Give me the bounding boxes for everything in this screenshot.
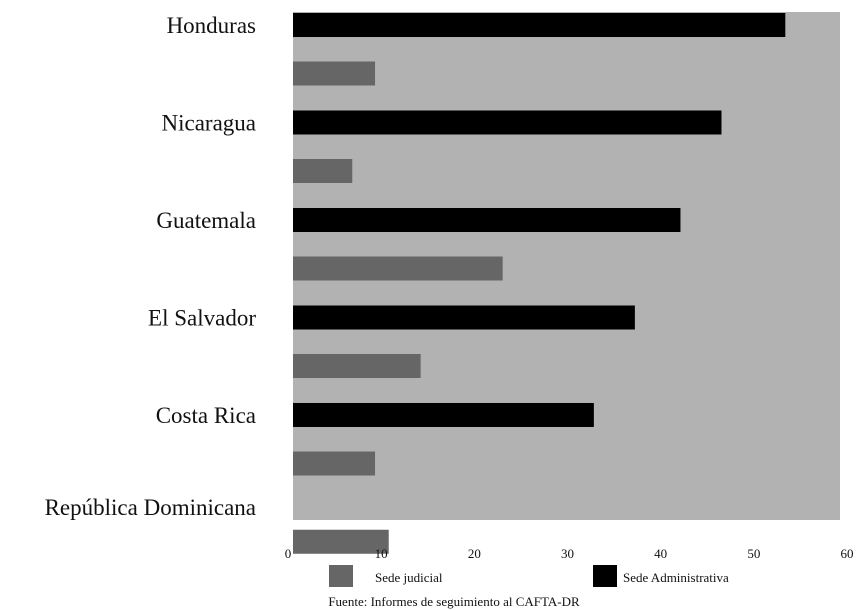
- category-labels: Honduras Nicaragua Guatemala El Salvador Cos…: [45, 13, 257, 520]
- x-axis-tick-labels: 0 10 20 30 40 50 60: [285, 546, 854, 561]
- legend-swatch-administrativa: [593, 565, 617, 587]
- bar-judicial-nicaragua: [293, 159, 353, 183]
- x-tick-label-0: 0: [285, 546, 292, 561]
- source-note: Fuente: Informes de seguimiento al CAFTA…: [328, 594, 580, 609]
- category-label-honduras: Honduras: [167, 13, 256, 38]
- category-label-el-salvador: El Salvador: [148, 306, 256, 331]
- category-label-nicaragua: Nicaragua: [162, 111, 257, 136]
- bar-judicial-costa-rica: [293, 451, 376, 476]
- x-tick-label-40: 40: [654, 546, 667, 561]
- legend-label-administrativa: Sede Administrativa: [623, 570, 729, 585]
- x-tick-label-20: 20: [468, 546, 481, 561]
- bar-administrativa-honduras: [293, 13, 786, 37]
- bar-administrativa-el-salvador: [293, 305, 635, 330]
- bar-administrativa-guatemala: [293, 208, 681, 232]
- bars-group: [293, 13, 786, 554]
- legend-swatch-judicial: [329, 565, 353, 587]
- bar-administrativa-nicaragua: [293, 110, 722, 135]
- bar-administrativa-costa-rica: [293, 403, 594, 427]
- bar-judicial-honduras: [293, 61, 376, 86]
- bar-judicial-guatemala: [293, 256, 503, 281]
- category-label-costa-rica: Costa Rica: [156, 403, 256, 428]
- x-tick-label-50: 50: [747, 546, 760, 561]
- category-label-republica-dominicana: República Dominicana: [45, 495, 256, 520]
- x-tick-label-60: 60: [841, 546, 854, 561]
- bar-judicial-republica-dominicana: [293, 529, 389, 554]
- x-tick-label-10: 10: [375, 546, 388, 561]
- bar-judicial-el-salvador: [293, 354, 421, 378]
- category-label-guatemala: Guatemala: [156, 208, 256, 233]
- legend-label-judicial: Sede judicial: [375, 570, 443, 585]
- legend: Sede judicial Sede Administrativa: [329, 565, 729, 587]
- x-tick-label-30: 30: [561, 546, 574, 561]
